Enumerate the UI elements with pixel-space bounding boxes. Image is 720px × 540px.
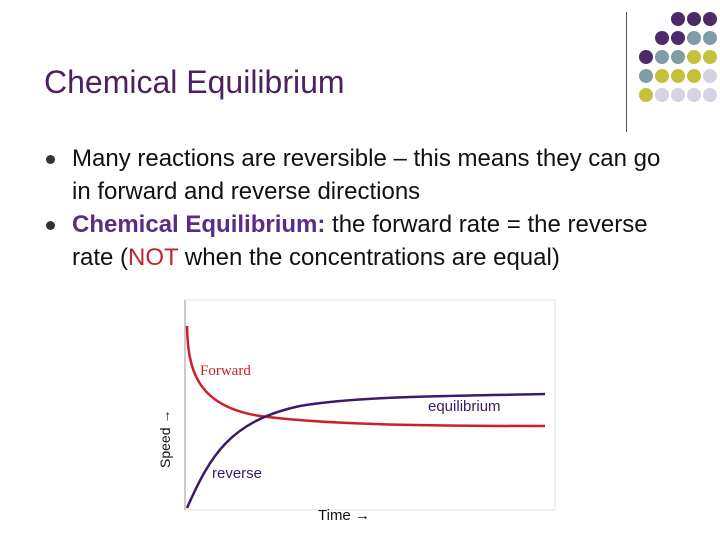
decorative-dot — [655, 69, 669, 83]
decorative-dot — [703, 50, 717, 64]
annotation-equilibrium: equilibrium — [428, 398, 501, 415]
series-label-forward: Forward — [200, 363, 251, 379]
decorative-dot — [703, 31, 717, 45]
decorative-dot — [671, 31, 685, 45]
bullet-emphasis-not: NOT — [128, 244, 179, 271]
decorative-dot — [655, 31, 669, 45]
decorative-dot — [703, 69, 717, 83]
series-line-forward — [185, 325, 546, 428]
bullet-dot-icon — [46, 221, 55, 230]
decorative-dot — [687, 12, 701, 26]
bullet-term: Chemical Equilibrium: — [72, 211, 326, 238]
decorative-dot — [671, 69, 685, 83]
decorative-dot — [639, 88, 653, 102]
decorative-dot — [687, 69, 701, 83]
decorative-dot — [655, 88, 669, 102]
decorative-dot — [655, 50, 669, 64]
title-divider-line — [626, 12, 627, 132]
decorative-dot-grid — [639, 12, 717, 102]
decorative-dot — [687, 31, 701, 45]
bullet-item-equilibrium: Chemical Equilibrium: the forward rate =… — [46, 208, 666, 274]
decorative-dot — [687, 88, 701, 102]
series-label-reverse: reverse — [212, 465, 262, 482]
decorative-dot — [703, 88, 717, 102]
slide-title: Chemical Equilibrium — [44, 64, 345, 100]
chart-plot-frame — [184, 299, 556, 511]
rate-chart: Forward reverse equilibrium Time → Speed… — [157, 299, 556, 524]
decorative-dot — [703, 12, 717, 26]
bullet-list: Many reactions are reversible – this mea… — [46, 142, 666, 274]
decorative-dot — [639, 50, 653, 64]
series-line-reverse — [185, 392, 546, 509]
decorative-dot — [639, 69, 653, 83]
x-axis-label: Time → — [318, 507, 370, 524]
bullet-text-after: when the concentrations are equal) — [178, 244, 560, 271]
bullet-text-reversible: Many reactions are reversible – this mea… — [72, 145, 661, 205]
y-axis-label: Speed → — [157, 410, 173, 468]
bullet-text-before: the forward rate = the reverse rate ( — [72, 211, 648, 271]
decorative-dot — [671, 12, 685, 26]
bullet-dot-icon — [46, 155, 55, 164]
decorative-dot — [687, 50, 701, 64]
decorative-dot — [671, 50, 685, 64]
decorative-dot — [671, 88, 685, 102]
bullet-item-reversible: Many reactions are reversible – this mea… — [46, 142, 666, 208]
